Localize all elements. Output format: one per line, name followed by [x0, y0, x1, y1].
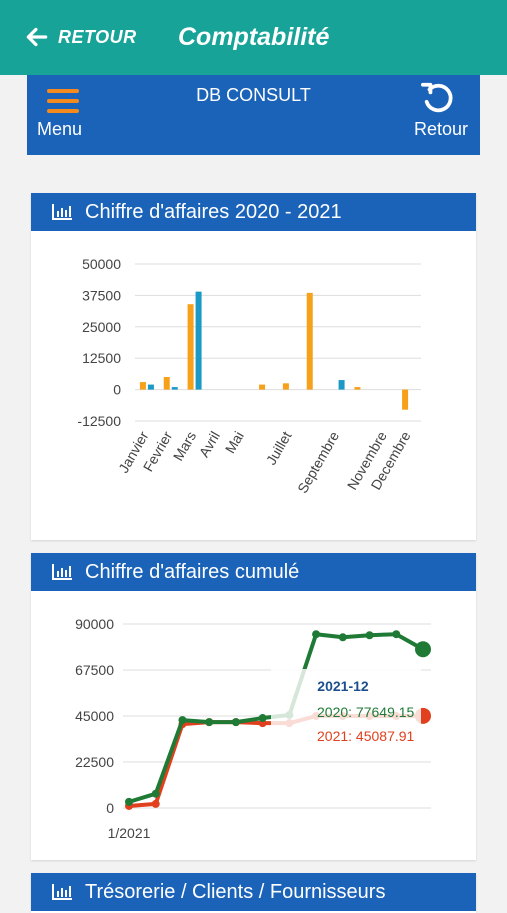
- page-title: Comptabilité: [178, 23, 330, 51]
- tooltip-box: [271, 669, 421, 749]
- data-point: [258, 714, 267, 723]
- y-tick-label: 45000: [75, 708, 114, 724]
- chart-icon: [52, 884, 72, 900]
- cumulative-card: Chiffre d'affaires cumulé 90000 67500 4500…: [31, 553, 476, 860]
- bar: [338, 380, 345, 390]
- x-tick-label: Mars: [170, 429, 199, 464]
- data-point: [231, 718, 240, 727]
- x-tick-label: Juillet: [263, 428, 295, 467]
- refresh-icon: [420, 82, 453, 113]
- hamburger-icon: [47, 83, 79, 113]
- revenue-card-header: Chiffre d'affaires 2020 - 2021: [31, 193, 476, 231]
- bar: [147, 384, 154, 390]
- treasury-card-title: Trésorerie / Clients / Fournisseurs: [85, 880, 386, 903]
- y-tick-label: 22500: [75, 754, 114, 770]
- y-tick-label: 90000: [75, 616, 114, 632]
- bar: [171, 387, 178, 390]
- data-point: [151, 799, 160, 808]
- y-tick-label: 50000: [82, 256, 121, 272]
- app-header: RETOUR Comptabilité: [0, 0, 507, 75]
- bar: [306, 292, 313, 390]
- retour-button[interactable]: Retour: [408, 81, 468, 145]
- x-tick-label: 1/2021: [108, 825, 151, 841]
- data-point: [178, 716, 187, 725]
- tooltip-line-2020: 2020: 77649.15: [317, 704, 415, 720]
- data-point: [392, 630, 401, 639]
- cumulative-line-chart: 90000 67500 45000 22500 0 1/2021 2021-12 2020: …: [75, 616, 431, 841]
- bar: [187, 304, 194, 390]
- cumulative-card-header: Chiffre d'affaires cumulé: [31, 553, 476, 591]
- y-tick-label: 67500: [75, 662, 114, 678]
- back-button[interactable]: RETOUR: [24, 24, 137, 50]
- cumulative-card-title: Chiffre d'affaires cumulé: [85, 560, 300, 583]
- tooltip-line-2021: 2021: 45087.91: [317, 728, 415, 744]
- menu-label: Menu: [37, 119, 83, 139]
- chart-icon: [52, 204, 72, 220]
- data-point: [151, 789, 160, 798]
- treasury-card[interactable]: Trésorerie / Clients / Fournisseurs: [31, 873, 476, 913]
- revenue-card-title: Chiffre d'affaires 2020 - 2021: [85, 200, 342, 223]
- y-tick-label: 0: [113, 382, 121, 398]
- bar: [282, 383, 289, 390]
- tooltip-title: 2021-12: [317, 678, 369, 694]
- y-tick-label: -12500: [77, 413, 121, 429]
- bar: [195, 291, 202, 390]
- data-point: [338, 633, 347, 642]
- revenue-bar-chart: 500003750025000125000-12500JanvierFevrie…: [77, 256, 421, 496]
- bar: [402, 389, 409, 410]
- x-tick-label: Avril: [196, 429, 223, 460]
- bar: [163, 377, 170, 390]
- x-tick-label: Septembre: [294, 428, 342, 495]
- menu-button[interactable]: Menu: [37, 83, 87, 143]
- data-point: [365, 631, 374, 640]
- chart-icon: [52, 564, 72, 580]
- retour-label: Retour: [413, 119, 468, 139]
- back-label: RETOUR: [58, 26, 137, 47]
- company-name: DB CONSULT: [196, 85, 311, 105]
- arrow-left-icon: [26, 27, 48, 47]
- bar: [354, 387, 361, 390]
- data-point: [125, 797, 133, 806]
- y-tick-label: 25000: [82, 319, 121, 335]
- y-tick-label: 37500: [82, 287, 121, 303]
- y-tick-label: 12500: [82, 350, 121, 366]
- company-bar: Menu DB CONSULT Retour: [27, 75, 480, 155]
- data-point: [415, 641, 431, 658]
- data-point: [205, 718, 214, 727]
- bar: [139, 382, 146, 390]
- treasury-card-header: Trésorerie / Clients / Fournisseurs: [31, 873, 476, 911]
- bar: [259, 384, 266, 390]
- revenue-card: Chiffre d'affaires 2020 - 2021 50000 3750…: [31, 193, 476, 540]
- y-tick-label: 0: [106, 800, 114, 816]
- x-tick-label: Mai: [222, 429, 247, 457]
- data-point: [312, 630, 321, 639]
